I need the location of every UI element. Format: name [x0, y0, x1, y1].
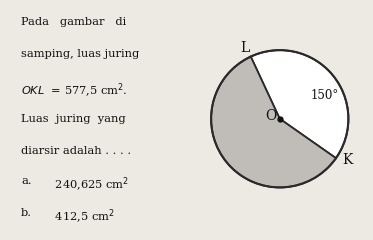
Text: 150°: 150° — [310, 89, 339, 102]
Text: L: L — [241, 41, 250, 55]
Text: K: K — [342, 153, 353, 167]
Text: samping, luas juring: samping, luas juring — [21, 49, 139, 59]
Text: $OKL$  = 577,5 cm$^2$.: $OKL$ = 577,5 cm$^2$. — [21, 82, 128, 100]
Wedge shape — [211, 57, 336, 187]
Text: O: O — [265, 109, 276, 123]
Text: Pada   gambar   di: Pada gambar di — [21, 17, 126, 27]
Text: diarsir adalah . . . .: diarsir adalah . . . . — [21, 146, 131, 156]
Text: 240,625 cm$^2$: 240,625 cm$^2$ — [44, 176, 129, 194]
Wedge shape — [251, 50, 348, 158]
Text: Luas  juring  yang: Luas juring yang — [21, 114, 125, 124]
Text: b.: b. — [21, 208, 32, 218]
Text: 412,5 cm$^2$: 412,5 cm$^2$ — [44, 208, 115, 226]
Text: a.: a. — [21, 176, 31, 186]
